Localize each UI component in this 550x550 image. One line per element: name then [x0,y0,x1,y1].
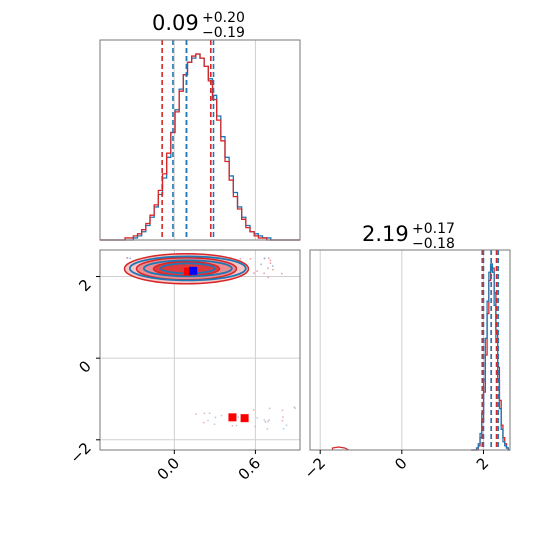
scatter-point [268,407,271,410]
title-param2-plus: +0.17 [412,221,455,237]
scatter-point [231,424,234,427]
histogram-param1-red [100,53,300,241]
histogram-param2-panel [309,249,511,454]
scatter-point [253,272,255,275]
scatter-point [260,263,263,266]
scatter-point [268,419,270,422]
scatter-point [254,425,257,428]
histogram-param1-panel [99,39,301,241]
marker-red-1 [228,413,237,422]
marker-red-2 [240,414,249,423]
title-param1-minus: −0.19 [202,25,245,41]
contour-blue-level-1 [142,259,233,278]
scatter-point [207,419,209,422]
scatter-point [239,257,242,260]
joint-contour-panel [96,249,301,454]
scatter-point [266,428,269,430]
x-tick-label-param2-0: −2 [301,454,329,482]
histogram-param2-frame [309,249,511,451]
marker-red-0 [183,267,192,276]
scatter-point [267,276,270,279]
scatter-point [267,267,269,270]
scatter-point [213,423,216,426]
scatter-point [267,420,269,423]
y-tick-label-param2-1: 0 [75,357,94,376]
scatter-point [280,272,283,275]
scatter-point [281,419,284,422]
x-tick-label-param2-2: 2 [473,454,492,473]
y-tick-label-param2-2: −2 [66,439,94,467]
x-tick-label-param1-0: 0.0 [154,454,184,484]
scatter-point [263,257,266,260]
scatter-point [129,257,132,260]
scatter-point [214,416,217,419]
histogram-param1-blue [100,53,300,241]
scatter-point [195,413,198,416]
scatter-point [237,416,240,418]
histogram-param2-red-outlier [331,446,350,451]
marker-blue [189,266,198,275]
title-param1-median: 0.09 [152,11,199,35]
scatter-point [256,270,259,273]
scatter-point [203,412,206,415]
scatter-point [281,409,284,412]
scatter-point [208,412,211,415]
title-param2-minus: −0.18 [412,236,455,252]
y-tick-label-param2-0: 2 [75,276,94,295]
scatter-point [282,416,284,418]
scatter-point [202,421,205,424]
scatter-point [293,406,296,409]
scatter-point [263,419,266,422]
scatter-point [285,424,288,427]
histogram-param1-frame [99,39,301,241]
scatter-point [269,259,272,262]
contour-blue-level-0 [128,255,247,282]
title-param2-median: 2.19 [362,222,409,246]
x-tick-label-param1-1: 0.6 [235,454,265,484]
scatter-point [220,414,223,417]
scatter-point [249,257,252,260]
scatter-point [264,421,267,423]
joint-panel-frame [99,249,301,451]
scatter-point [263,272,266,275]
scatter-point [282,427,285,430]
scatter-point [269,262,272,265]
scatter-point [271,265,274,267]
title-param1: 0.09 +0.20 −0.19 [152,10,245,41]
title-param1-plus: +0.20 [202,10,245,26]
scatter-point [272,268,274,271]
scatter-point [252,409,255,411]
scatter-point [235,424,238,427]
scatter-point [267,257,270,260]
scatter-point [256,416,259,419]
histogram-param2-blue [471,263,510,451]
x-tick-label-param2-1: 0 [391,454,410,473]
scatter-point [126,257,129,259]
title-param2: 2.19 +0.17 −0.18 [362,221,455,252]
